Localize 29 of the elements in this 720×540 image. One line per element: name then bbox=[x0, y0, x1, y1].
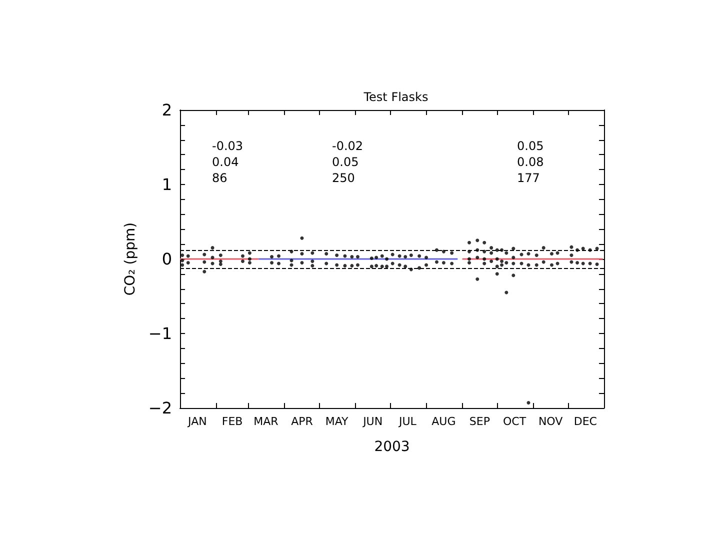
x-tick-label: APR bbox=[291, 415, 314, 428]
x-tick-label: MAY bbox=[325, 415, 349, 428]
y-tick-label: 1 bbox=[162, 175, 172, 194]
x-tick-label: DEC bbox=[574, 415, 598, 428]
x-tick-label: FEB bbox=[222, 415, 243, 428]
y-tick-label: 2 bbox=[162, 100, 172, 120]
x-tick-label: AUG bbox=[432, 415, 456, 428]
x-axis-title: 2003 bbox=[374, 439, 410, 455]
y-axis-title: CO₂ (ppm) bbox=[122, 222, 139, 296]
x-tick-label: SEP bbox=[469, 415, 490, 428]
annotation: 0.05 bbox=[332, 155, 359, 169]
y-tick-label: 0 bbox=[162, 250, 172, 268]
x-tick-label: JUL bbox=[398, 415, 418, 428]
x-tick-label: NOV bbox=[538, 415, 564, 428]
annotation: 0.04 bbox=[212, 155, 239, 169]
y-tick-label: −1 bbox=[148, 324, 172, 343]
annotation: -0.03 bbox=[212, 139, 244, 153]
annotation: -0.02 bbox=[332, 139, 364, 153]
annotation: 250 bbox=[332, 171, 355, 185]
annotation: 86 bbox=[212, 171, 228, 185]
x-tick-label: JAN bbox=[187, 415, 207, 428]
x-tick-label: JUN bbox=[362, 415, 383, 428]
y-tick-label: −2 bbox=[148, 398, 172, 418]
annotation: 0.08 bbox=[517, 155, 544, 169]
chart-title: Test Flasks bbox=[362, 90, 428, 104]
annotation: 177 bbox=[517, 171, 540, 185]
x-tick-label: OCT bbox=[503, 415, 526, 428]
x-tick-label: MAR bbox=[254, 415, 279, 428]
annotation: 0.05 bbox=[517, 139, 544, 153]
